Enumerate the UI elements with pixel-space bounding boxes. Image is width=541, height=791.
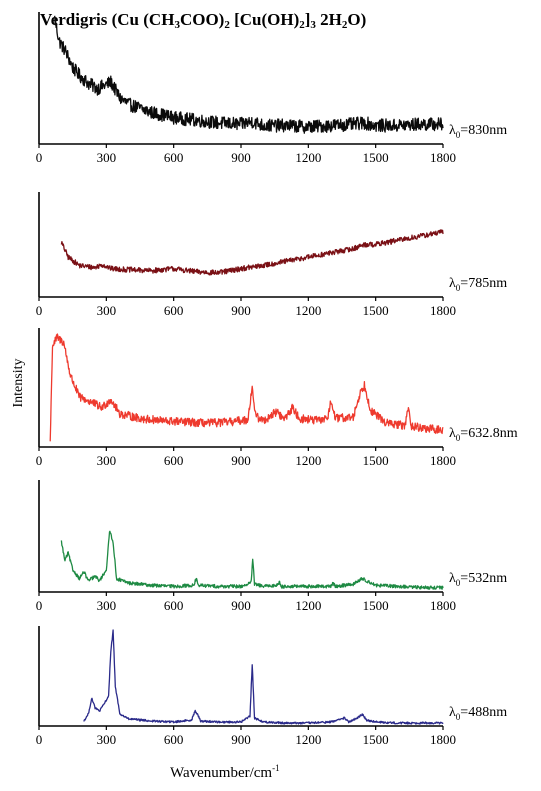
spectrum-line bbox=[54, 15, 444, 134]
spectrum-line bbox=[83, 629, 444, 725]
lambda-subscript: 0 bbox=[456, 712, 461, 722]
x-tick-label: 600 bbox=[164, 150, 184, 165]
spectrum-line bbox=[60, 229, 444, 276]
x-tick-label: 900 bbox=[231, 598, 251, 613]
laser-wavelength-label: λ0=488nm bbox=[449, 705, 507, 722]
laser-wavelength-label: λ0=532nm bbox=[449, 571, 507, 588]
x-tick-label: 900 bbox=[231, 150, 251, 165]
x-tick-label: 900 bbox=[231, 303, 251, 318]
lambda-subscript: 0 bbox=[456, 578, 461, 588]
laser-wavelength-label: λ0=830nm bbox=[449, 123, 507, 140]
x-tick-label: 1500 bbox=[363, 732, 389, 747]
chart-title: Verdigris (Cu (CH3COO)2 [Cu(OH)2]3 2H2O) bbox=[40, 10, 367, 31]
x-tick-label: 1500 bbox=[363, 150, 389, 165]
lambda-subscript: 0 bbox=[456, 283, 461, 293]
x-tick-label: 0 bbox=[36, 150, 43, 165]
x-tick-label: 600 bbox=[164, 732, 184, 747]
x-tick-label: 1200 bbox=[295, 150, 321, 165]
y-axis-label: Intensity bbox=[11, 359, 26, 408]
x-tick-label: 1800 bbox=[430, 732, 456, 747]
x-tick-label: 0 bbox=[36, 453, 43, 468]
x-tick-label: 300 bbox=[97, 150, 117, 165]
x-tick-label: 300 bbox=[97, 732, 117, 747]
x-tick-label: 600 bbox=[164, 598, 184, 613]
wavelength-value: =830nm bbox=[460, 123, 507, 138]
x-tick-label: 1200 bbox=[295, 303, 321, 318]
x-tick-label: 0 bbox=[36, 598, 43, 613]
x-tick-label: 1800 bbox=[430, 150, 456, 165]
x-tick-label: 1200 bbox=[295, 732, 321, 747]
spectrum-line bbox=[49, 333, 444, 442]
x-tick-label: 300 bbox=[97, 453, 117, 468]
x-tick-label: 600 bbox=[164, 453, 184, 468]
x-tick-label: 1800 bbox=[430, 303, 456, 318]
y-axis-label-text: Intensity bbox=[11, 359, 26, 408]
x-tick-label: 0 bbox=[36, 303, 43, 318]
lambda-subscript: 0 bbox=[456, 130, 461, 140]
x-tick-label: 1500 bbox=[363, 453, 389, 468]
lambda-symbol: λ bbox=[449, 571, 456, 586]
laser-wavelength-label: λ0=632.8nm bbox=[449, 426, 518, 443]
x-tick-label: 1200 bbox=[295, 453, 321, 468]
spectrum-line bbox=[60, 530, 444, 590]
x-axis-label: Wavenumber/cm-1 bbox=[170, 763, 280, 781]
lambda-symbol: λ bbox=[449, 123, 456, 138]
wavelength-value: =632.8nm bbox=[460, 426, 517, 441]
x-tick-label: 1800 bbox=[430, 598, 456, 613]
lambda-symbol: λ bbox=[449, 276, 456, 291]
x-tick-label: 1500 bbox=[363, 303, 389, 318]
wavelength-value: =785nm bbox=[460, 276, 507, 291]
wavelength-value: =488nm bbox=[460, 705, 507, 720]
wavelength-value: =532nm bbox=[460, 571, 507, 586]
x-tick-label: 300 bbox=[97, 303, 117, 318]
x-tick-label: 0 bbox=[36, 732, 43, 747]
laser-wavelength-label: λ0=785nm bbox=[449, 276, 507, 293]
x-tick-label: 900 bbox=[231, 732, 251, 747]
x-tick-label: 1500 bbox=[363, 598, 389, 613]
x-tick-label: 300 bbox=[97, 598, 117, 613]
x-tick-label: 1200 bbox=[295, 598, 321, 613]
x-tick-label: 600 bbox=[164, 303, 184, 318]
x-tick-label: 1800 bbox=[430, 453, 456, 468]
lambda-symbol: λ bbox=[449, 705, 456, 720]
lambda-subscript: 0 bbox=[456, 433, 461, 443]
x-tick-label: 900 bbox=[231, 453, 251, 468]
lambda-symbol: λ bbox=[449, 426, 456, 441]
